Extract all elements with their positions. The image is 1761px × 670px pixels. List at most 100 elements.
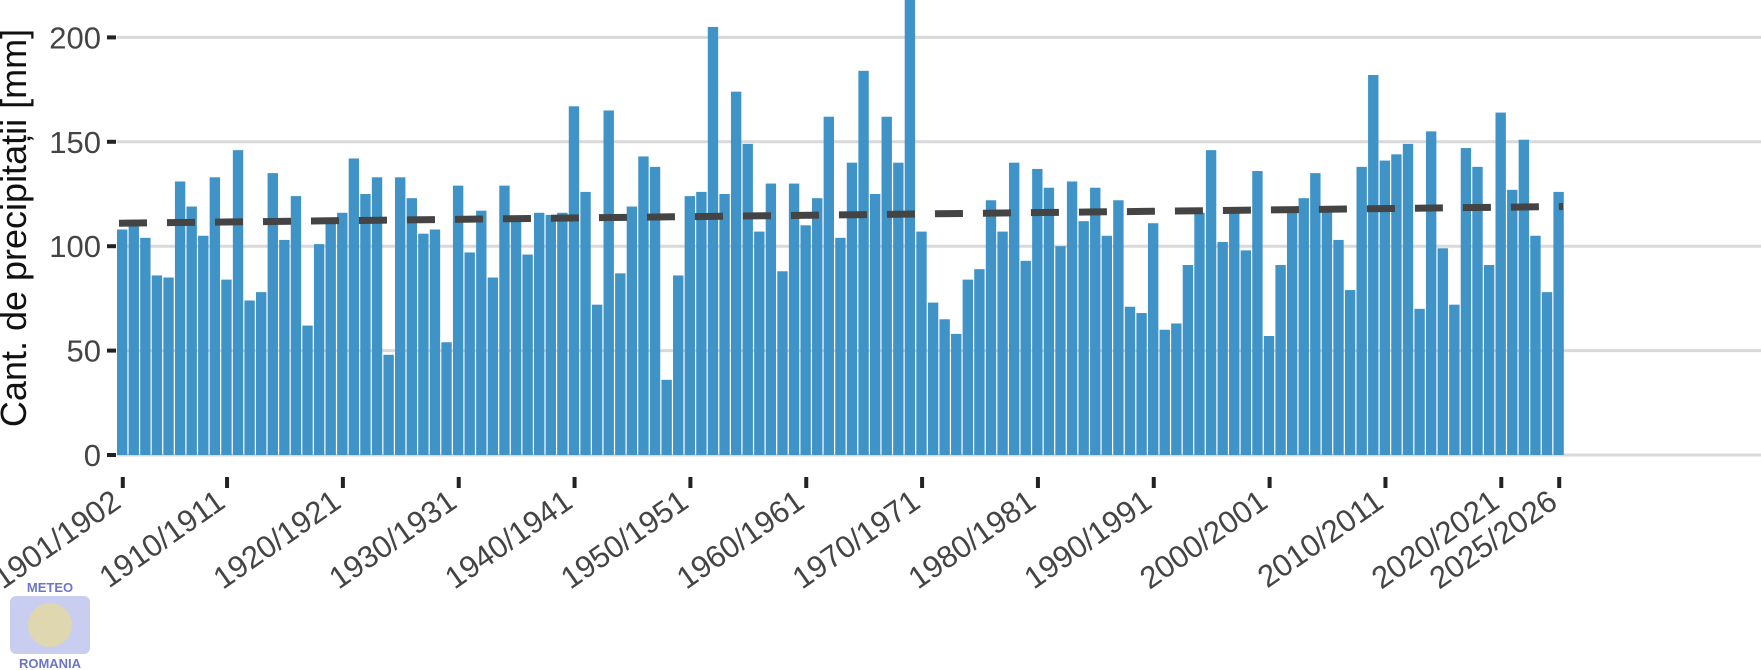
bar (406, 198, 417, 455)
bar (580, 191, 591, 455)
bar (302, 325, 313, 455)
bar (1159, 329, 1170, 455)
y-tick-label: 100 (49, 229, 101, 264)
bar (939, 319, 950, 455)
x-tick-label: 1960/1961 (670, 483, 810, 596)
bar (198, 235, 209, 455)
bar (151, 275, 163, 455)
bar (1205, 150, 1217, 455)
trend-line (118, 203, 1564, 227)
bar (256, 292, 267, 455)
bar (591, 304, 603, 455)
bar (1252, 171, 1263, 455)
y-tick-label: 150 (49, 125, 101, 160)
bar (117, 229, 128, 455)
bar (395, 177, 406, 456)
bar (1008, 162, 1020, 455)
bar (1043, 187, 1055, 456)
bar (348, 158, 360, 455)
bar (290, 196, 302, 455)
bar (1541, 292, 1553, 455)
bar (1124, 306, 1136, 455)
bar (719, 194, 730, 455)
bar (1437, 248, 1448, 455)
logo-top-text: METEO (27, 580, 73, 595)
bar (1101, 235, 1113, 455)
bar (1333, 239, 1344, 455)
logo-emblem-circle (28, 603, 72, 647)
bar (730, 91, 742, 455)
trend-layer (118, 203, 1564, 227)
x-tick-label: 1990/1991 (1018, 483, 1158, 596)
bar (1055, 246, 1066, 455)
bar (1356, 166, 1367, 456)
bar (244, 300, 255, 455)
bar (974, 269, 985, 455)
bar (1229, 210, 1240, 455)
bar (1113, 200, 1124, 455)
bar (429, 229, 441, 455)
bar (1066, 181, 1078, 455)
bar (951, 333, 962, 455)
bar (140, 237, 151, 455)
bar (626, 206, 638, 455)
bar (1171, 323, 1182, 455)
bar (313, 244, 325, 455)
bar (441, 342, 452, 455)
bar (1553, 191, 1564, 455)
bar (661, 379, 672, 455)
bar (1032, 168, 1043, 455)
bar (777, 271, 788, 455)
x-tick-label: 2010/2011 (1251, 483, 1389, 594)
x-tick-label: 1980/1981 (902, 483, 1042, 596)
bar (1147, 223, 1159, 455)
bar (788, 183, 800, 455)
bar (1425, 131, 1437, 456)
bar (1344, 290, 1356, 455)
bar (557, 212, 568, 455)
bar (742, 143, 753, 455)
bar (383, 354, 394, 455)
bar (1310, 173, 1321, 455)
x-tick-label: 1930/1931 (323, 483, 463, 596)
bar (893, 162, 904, 455)
bar (1472, 166, 1483, 456)
bar (1194, 212, 1205, 455)
bar (1263, 335, 1275, 455)
bar (684, 196, 695, 455)
bar (337, 212, 348, 455)
bar (1286, 208, 1298, 455)
bar (1460, 148, 1472, 455)
y-axis-label: Cant. de precipitații [mm] (0, 29, 34, 427)
bar (1391, 154, 1402, 455)
bar (638, 156, 649, 456)
bar (186, 206, 197, 455)
bar (1368, 74, 1379, 455)
x-axis: 1901/19021910/19111920/19211930/19311940… (0, 477, 1563, 596)
bar (1518, 139, 1530, 455)
bar (221, 279, 232, 455)
bar (128, 225, 139, 455)
bar (765, 183, 777, 455)
bar (846, 162, 858, 455)
logo-bottom-text: ROMANIA (19, 656, 82, 670)
bar (418, 233, 429, 455)
y-tick-label: 200 (49, 20, 101, 55)
bar (1240, 250, 1252, 455)
bar (1483, 264, 1495, 455)
bar (812, 198, 823, 455)
y-tick-label: 50 (67, 334, 101, 369)
x-tick-label: 2000/2001 (1134, 483, 1274, 596)
bar (1182, 264, 1194, 455)
bar (673, 275, 684, 455)
bar (174, 181, 186, 455)
bar (464, 252, 475, 455)
bar (615, 273, 626, 455)
y-axis: 0 50 100 150 200 (49, 20, 116, 473)
x-tick-label: 1950/1951 (554, 483, 694, 596)
bar (487, 277, 499, 455)
bar (1136, 313, 1147, 455)
bar (603, 110, 614, 455)
bar (510, 221, 522, 455)
bar (1020, 260, 1031, 455)
